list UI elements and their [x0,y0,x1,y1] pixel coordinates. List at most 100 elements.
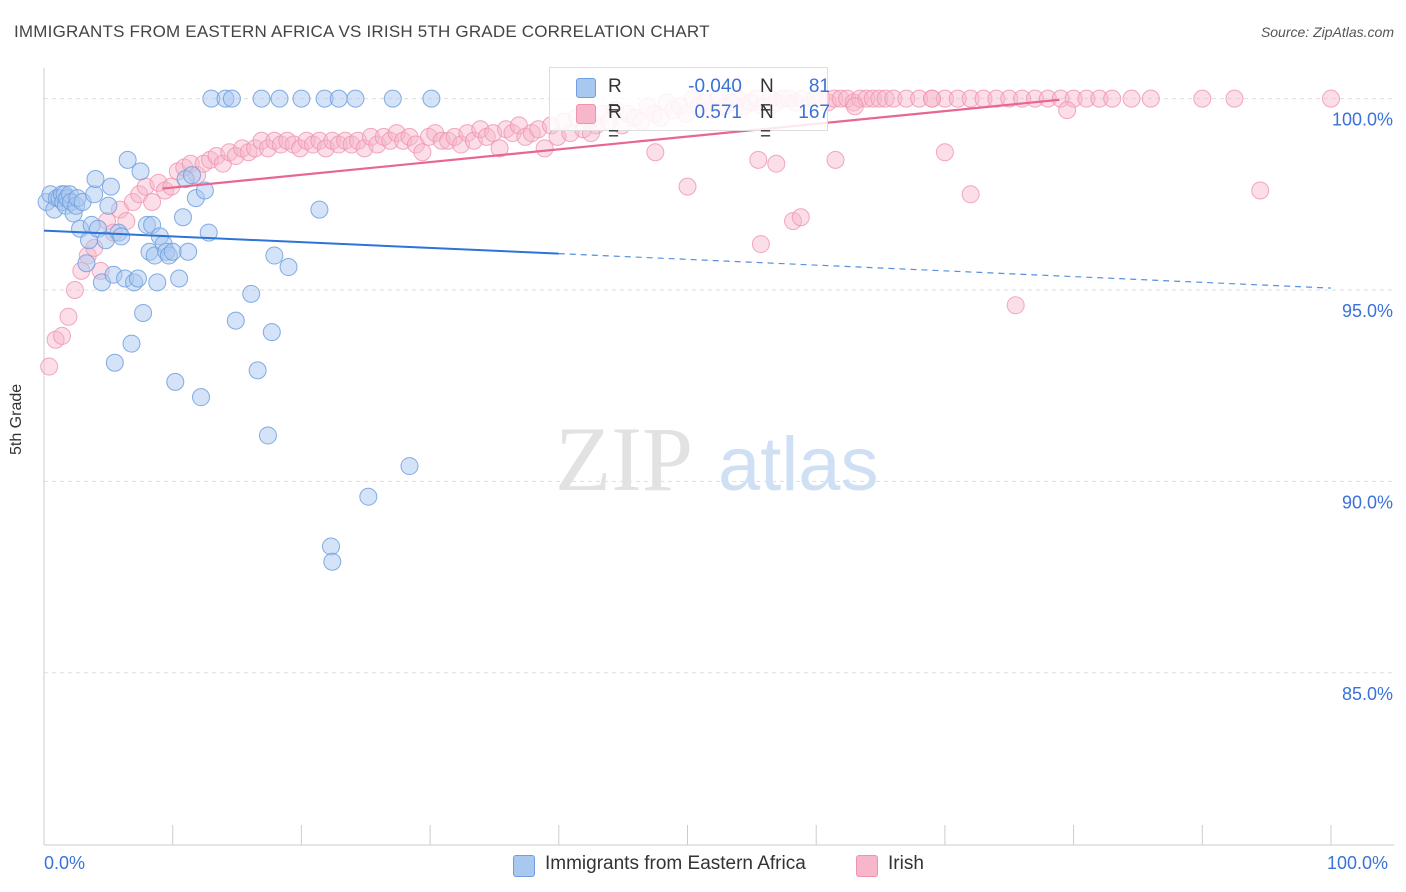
eastern-africa-point [105,353,124,372]
irish-point [961,89,980,108]
irish-point [884,89,903,108]
legend-swatch-blue [576,78,596,98]
irish-point [1058,101,1077,120]
eastern-africa-point [179,242,198,261]
irish-point [876,89,895,108]
irish-point [310,131,329,150]
eastern-africa-point [183,166,202,185]
eastern-africa-point [195,181,214,200]
eastern-africa-point [148,273,167,292]
legend-r-label: R = [608,76,622,119]
eastern-africa-point [258,426,277,445]
irish-point [751,235,770,254]
eastern-africa-point [128,269,147,288]
irish-point [1322,89,1340,108]
y-tick-label: 100.0% [1332,110,1393,130]
irish-point [826,150,845,169]
irish-point [678,177,697,196]
irish-point [53,326,72,345]
irish-point [863,89,882,108]
irish-point [65,281,84,299]
eastern-africa-point [166,372,185,391]
y-tick-labels: 85.0% 90.0% 95.0% 100.0% [1332,110,1393,704]
y-tick-label: 85.0% [1342,684,1393,704]
irish-point [1251,181,1270,200]
trend-lines [43,98,1332,289]
eastern-africa-point [248,361,267,380]
eastern-africa-point [112,227,131,246]
irish-point [1193,89,1212,108]
eastern-africa-point [192,388,211,407]
stats-legend: R = -0.040 N = 81 R = 0.571 N = 167 [549,67,830,145]
eastern-africa-point [279,258,298,277]
irish-point [845,97,864,116]
eastern-africa-point [242,284,261,303]
legend-r-value: -0.040 [688,76,742,97]
irish-point [767,154,786,173]
irish-point [1141,89,1160,108]
eastern-africa-point [86,170,105,188]
irish-trend [162,98,1060,190]
irish-point [1000,89,1019,108]
irish-point [948,89,967,108]
eastern-africa-point [163,242,182,261]
irish-point [1225,89,1244,108]
legend-n-value: 167 [798,102,830,123]
irish-point [870,89,889,108]
eastern-africa-trend-solid [43,229,559,255]
legend-n-value: 81 [808,76,830,97]
legend-n-label: N = [760,102,774,145]
irish-point [40,357,59,376]
eastern-africa-point [270,89,289,108]
y-tick-label: 95.0% [1342,301,1393,321]
irish-point [910,89,929,108]
legend-n-label: N = [760,76,774,119]
irish-point [1122,89,1141,108]
irish-point [897,89,916,108]
irish-point [923,89,942,108]
legend-swatch-pink [576,104,596,124]
eastern-africa-point [85,185,104,204]
eastern-africa-point [99,196,118,215]
eastern-africa-point [383,89,402,108]
x-tick-label-min: 0.0% [44,853,86,873]
eastern-africa-point [265,246,284,265]
irish-point [143,192,162,211]
eastern-africa-trend-dashed [558,253,1332,289]
bottom-legend-swatch-pink [856,855,878,877]
irish-point [1103,89,1122,108]
irish-point [791,208,810,227]
irish-point [1051,89,1070,108]
irish-point [490,139,509,158]
irish-point [961,185,980,204]
irish-point [246,139,265,158]
eastern-africa-point [131,162,150,181]
y-tick-label: 90.0% [1342,492,1393,512]
eastern-africa-point [322,537,341,556]
irish-point [749,150,768,169]
eastern-africa-point [292,89,311,108]
irish-point [1077,89,1096,108]
bottom-legend-swatch-blue [513,855,535,877]
irish-point [400,127,419,146]
eastern-africa-point [359,487,378,506]
eastern-africa-points [37,89,441,571]
eastern-africa-point [170,269,189,288]
eastern-africa-point [323,552,342,571]
eastern-africa-point [310,200,329,219]
eastern-africa-point [422,89,441,108]
irish-point [935,89,954,108]
irish-point [413,143,432,162]
irish-point [361,127,380,146]
eastern-africa-point [222,89,241,108]
eastern-africa-point [122,334,141,353]
irish-point [123,192,142,211]
bottom-legend-label: Immigrants from Eastern Africa [545,853,806,874]
irish-point [1038,89,1057,108]
irish-point [535,139,554,158]
irish-points [40,89,1340,376]
watermark-atlas: atlas [718,422,879,507]
eastern-africa-point [77,254,96,273]
chart-title: IMMIGRANTS FROM EASTERN AFRICA VS IRISH … [14,22,710,41]
